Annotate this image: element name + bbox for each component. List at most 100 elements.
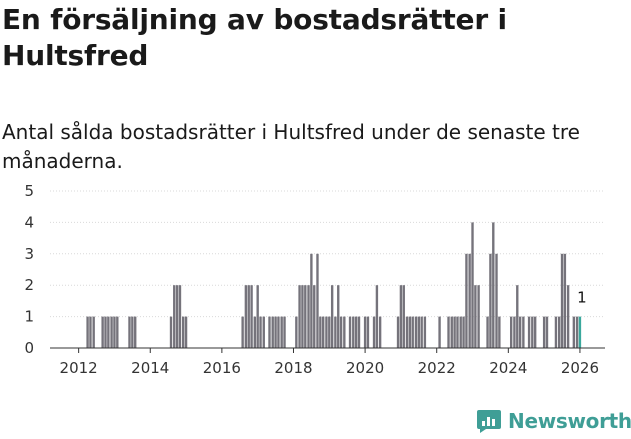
bar-1	[89, 316, 92, 348]
bar-44	[330, 285, 334, 348]
bar-70	[450, 316, 453, 348]
chart-subtitle: Antal sålda bostadsrätter i Hultsfred un…	[2, 120, 580, 173]
bar-91	[531, 316, 534, 348]
y-tick-label-3: 3	[24, 245, 34, 263]
bar-20	[247, 285, 250, 348]
bar-14	[175, 285, 179, 348]
bar-99	[566, 285, 570, 348]
newsworthy-logo-icon	[477, 410, 501, 433]
x-tick-label-2018: 2018	[274, 359, 312, 377]
brand-name: Newsworthy	[508, 409, 631, 433]
bar-2	[92, 316, 95, 348]
bar-34	[301, 285, 304, 348]
bar-49	[348, 316, 352, 348]
bar-6	[110, 316, 113, 348]
bar-82	[492, 222, 495, 348]
bar-86	[513, 316, 516, 348]
x-tick-label-2024: 2024	[489, 359, 527, 377]
bar-80	[486, 316, 489, 348]
x-tick-label-2026: 2026	[561, 359, 599, 377]
page-title: En försäljning av bostadsrätter i Hultsf…	[2, 3, 507, 72]
y-tick-label-0: 0	[24, 339, 34, 357]
bar-87	[516, 285, 519, 348]
bar-30	[280, 316, 283, 348]
bar-33	[298, 285, 301, 348]
bar-51	[354, 316, 358, 348]
bar-24	[259, 316, 262, 348]
bar-13	[173, 285, 176, 348]
bar-41	[322, 316, 325, 348]
bar-64	[414, 316, 418, 348]
bar-3	[101, 316, 104, 348]
y-axis: 0 1 2 3 4 5	[24, 182, 34, 357]
bar-97	[560, 253, 564, 348]
highlight-value-label: 1	[577, 289, 587, 307]
bar-77	[471, 222, 474, 348]
bar-73	[459, 316, 462, 348]
bar-39	[316, 253, 319, 348]
bar-47	[339, 316, 343, 348]
bar-65	[417, 316, 420, 348]
bar-69	[447, 316, 450, 348]
bar-88	[518, 316, 522, 348]
bar-90	[527, 316, 531, 348]
chart-gridlines	[50, 190, 605, 318]
bar-83	[495, 253, 498, 348]
bar-81	[489, 253, 492, 348]
bar-67	[423, 316, 427, 348]
bar-50	[352, 316, 355, 348]
bar-36	[307, 285, 310, 348]
newsworthy-brand: Newsworthy	[476, 406, 631, 436]
bar-101	[575, 316, 579, 348]
bar-32	[295, 316, 298, 348]
bar-93	[542, 316, 546, 348]
bar-78	[474, 285, 477, 348]
y-tick-label-1: 1	[24, 308, 34, 326]
bar-100	[572, 316, 576, 348]
bar-31	[283, 316, 286, 348]
bar-21	[250, 285, 253, 348]
bar-10	[131, 316, 134, 348]
bar-4	[104, 316, 107, 348]
bar-37	[310, 253, 313, 348]
bar-79	[477, 285, 480, 348]
bar-59	[399, 285, 403, 348]
bar-56	[375, 285, 379, 348]
bar-57	[378, 316, 382, 348]
bar-74	[462, 316, 465, 348]
bar-29	[277, 316, 280, 348]
bar-highlight	[578, 316, 582, 348]
bar-68	[438, 316, 441, 348]
bar-71	[453, 316, 456, 348]
bar-26	[268, 316, 271, 348]
y-tick-label-2: 2	[24, 276, 34, 294]
bar-25	[262, 316, 265, 348]
bar-53	[363, 316, 367, 348]
x-tick-label-2012: 2012	[60, 359, 98, 377]
bar-89	[522, 316, 525, 348]
bar-0	[86, 316, 89, 348]
bar-72	[456, 316, 459, 348]
bar-84	[498, 316, 501, 348]
bar-63	[411, 316, 414, 348]
bar-96	[557, 316, 561, 348]
bar-35	[304, 285, 307, 348]
bar-7	[113, 316, 116, 348]
bar-16	[182, 316, 185, 348]
bar-42	[325, 316, 328, 348]
bar-66	[420, 316, 423, 348]
x-tick-label-2014: 2014	[131, 359, 169, 377]
bar-19	[244, 285, 248, 348]
x-axis: 2012 2014 2016 2018 2020 2022 2024 2026	[50, 347, 605, 377]
bar-54	[366, 316, 370, 348]
bar-28	[274, 316, 277, 348]
bar-15	[178, 285, 182, 348]
bar-38	[313, 285, 316, 348]
x-tick-label-2020: 2020	[346, 359, 384, 377]
bar-11	[134, 316, 137, 348]
bar-76	[468, 253, 471, 348]
bar-5	[107, 316, 110, 348]
bar-27	[271, 316, 274, 348]
bar-9	[128, 316, 131, 348]
